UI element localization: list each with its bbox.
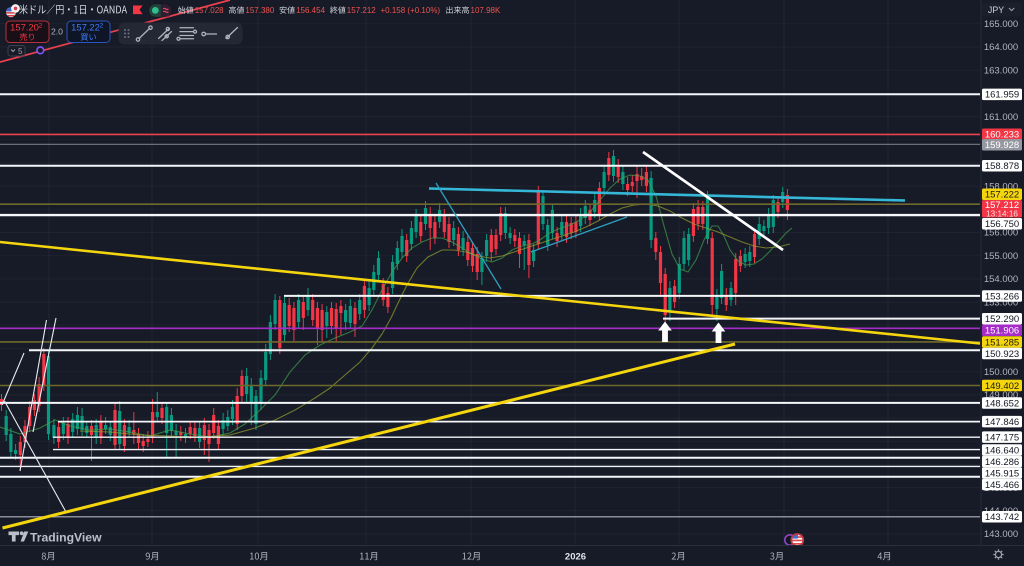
svg-text:156.454: 156.454 xyxy=(296,6,325,15)
svg-text:157.212: 157.212 xyxy=(347,6,376,15)
svg-text:143.742: 143.742 xyxy=(985,512,1019,523)
svg-text:150.923: 150.923 xyxy=(985,349,1019,360)
svg-text:154.000: 154.000 xyxy=(984,274,1018,285)
svg-text:157.212: 157.212 xyxy=(985,200,1019,211)
svg-text:156.000: 156.000 xyxy=(984,228,1018,239)
svg-text:153.000: 153.000 xyxy=(984,297,1018,308)
svg-text:157.20: 157.20 xyxy=(10,22,39,33)
svg-text:160.233: 160.233 xyxy=(985,130,1019,141)
svg-text:158.878: 158.878 xyxy=(985,161,1019,172)
svg-text:149.000: 149.000 xyxy=(984,390,1018,401)
svg-text:157.22: 157.22 xyxy=(71,22,100,33)
svg-text:157.222: 157.222 xyxy=(985,190,1019,201)
svg-text:147.846: 147.846 xyxy=(985,417,1019,428)
svg-text:149.402: 149.402 xyxy=(985,381,1019,392)
svg-text:161.000: 161.000 xyxy=(984,112,1018,123)
svg-text:159.928: 159.928 xyxy=(985,140,1019,151)
svg-text:JPY: JPY xyxy=(988,5,1004,15)
svg-text:148.652: 148.652 xyxy=(985,398,1019,409)
svg-text:2026: 2026 xyxy=(565,552,586,563)
svg-text:163.000: 163.000 xyxy=(984,65,1018,76)
svg-text:107.98K: 107.98K xyxy=(471,6,501,15)
svg-text:150.000: 150.000 xyxy=(984,367,1018,378)
svg-text:153.266: 153.266 xyxy=(985,291,1019,302)
svg-text:13:14:16: 13:14:16 xyxy=(986,209,1018,218)
svg-text:161.959: 161.959 xyxy=(985,90,1019,101)
svg-text:152.290: 152.290 xyxy=(985,314,1019,325)
svg-text:164.000: 164.000 xyxy=(984,42,1018,53)
svg-text:157.028: 157.028 xyxy=(195,6,224,15)
svg-text:151.285: 151.285 xyxy=(985,337,1019,348)
svg-text:+0.158 (+0.10%): +0.158 (+0.10%) xyxy=(381,6,441,15)
svg-text:145.466: 145.466 xyxy=(985,480,1019,491)
svg-text:157.380: 157.380 xyxy=(245,6,274,15)
svg-text:146.640: 146.640 xyxy=(985,445,1019,456)
svg-text:2: 2 xyxy=(39,23,43,30)
svg-text:147.175: 147.175 xyxy=(985,433,1019,444)
svg-text:2: 2 xyxy=(100,23,104,30)
svg-text:145.915: 145.915 xyxy=(985,468,1019,479)
svg-text:158.000: 158.000 xyxy=(984,181,1018,192)
svg-text:165.000: 165.000 xyxy=(984,19,1018,30)
svg-text:151.906: 151.906 xyxy=(985,326,1019,337)
svg-text:5: 5 xyxy=(18,47,23,56)
svg-text:146.286: 146.286 xyxy=(985,457,1019,468)
svg-text:143.000: 143.000 xyxy=(984,529,1018,540)
svg-text:155.000: 155.000 xyxy=(984,251,1018,262)
svg-text:2.0: 2.0 xyxy=(51,27,63,37)
svg-text:156.750: 156.750 xyxy=(985,219,1019,230)
svg-text:TradingView: TradingView xyxy=(30,531,102,545)
